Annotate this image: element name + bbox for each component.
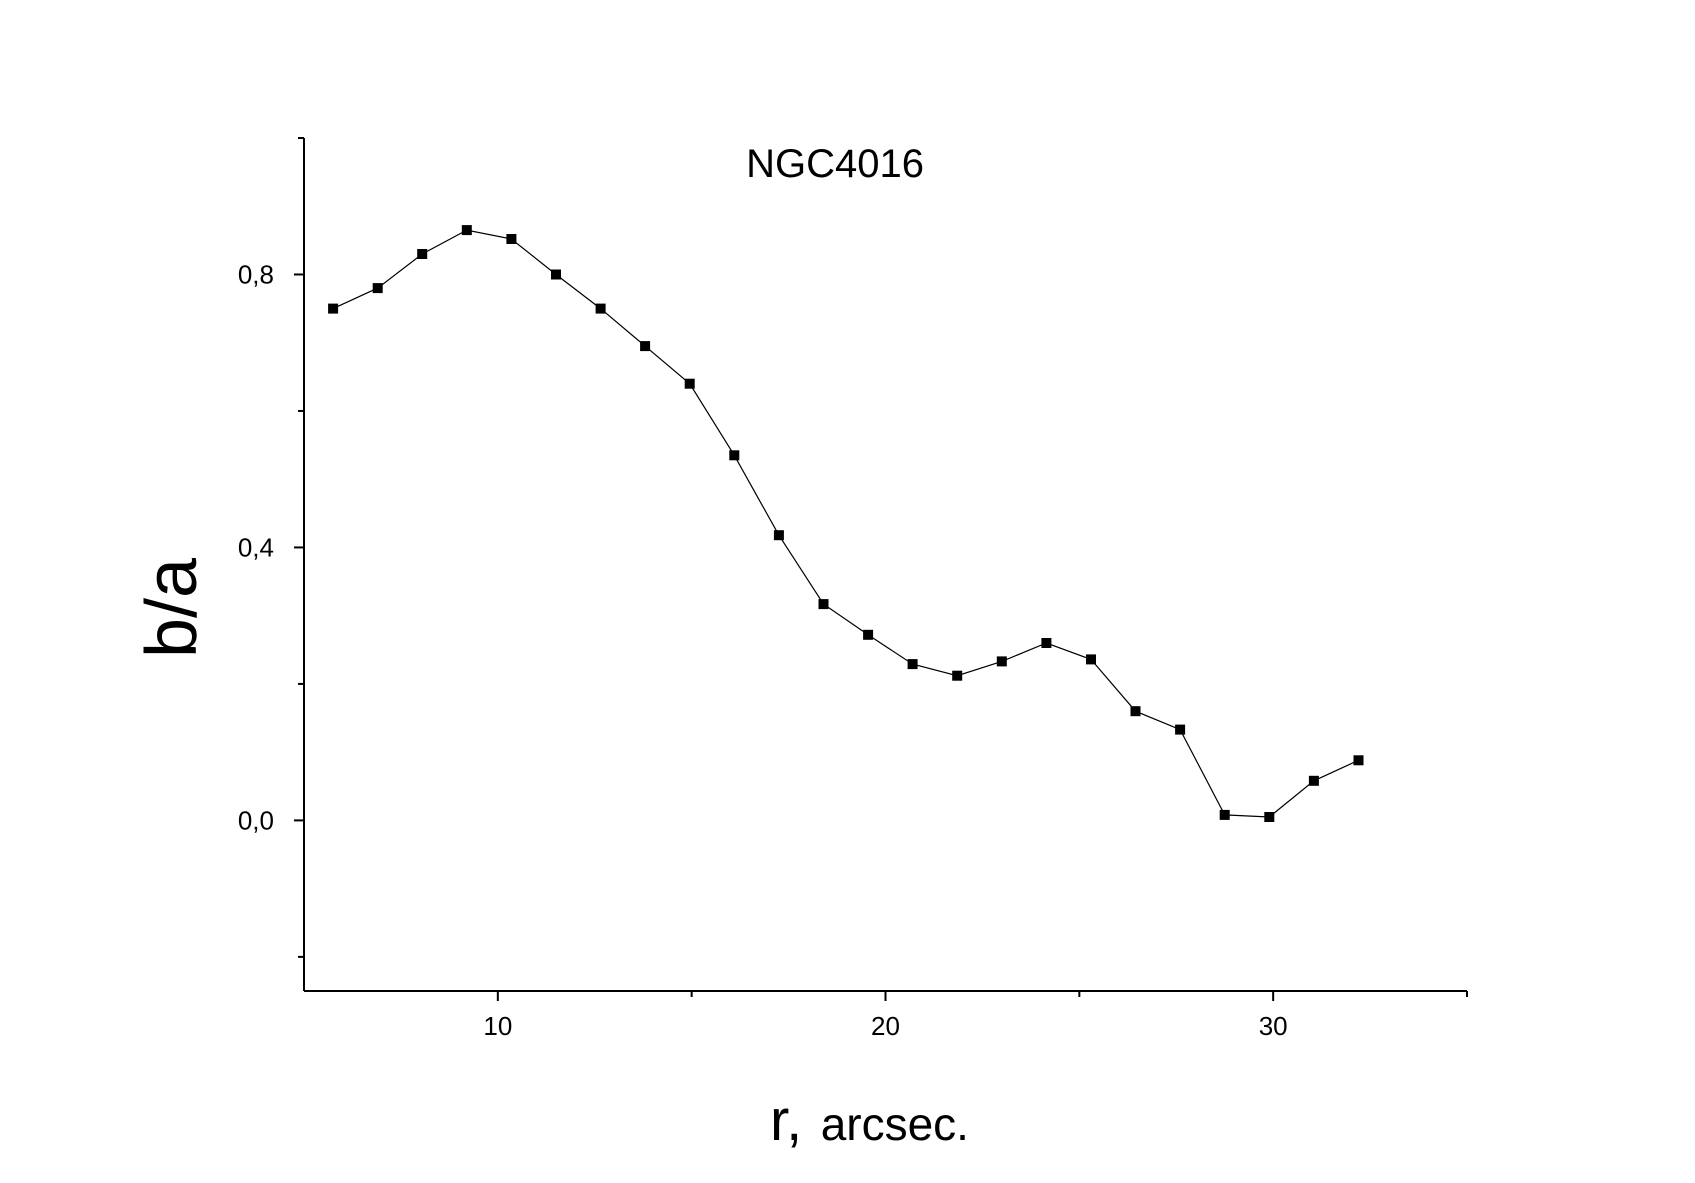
- data-point: [1175, 724, 1186, 735]
- chart-title: NGC4016: [746, 142, 924, 186]
- data-point: [1086, 654, 1096, 665]
- data-point: [1041, 638, 1052, 648]
- data-point: [640, 341, 651, 352]
- x-axis-label: r, arcsec.: [770, 1088, 969, 1153]
- x-axis-label-symbol: r,: [770, 1088, 802, 1153]
- data-point: [729, 450, 740, 461]
- y-tick-label: 0,8: [238, 259, 274, 289]
- data-point: [863, 629, 874, 640]
- x-axis-label-unit: arcsec.: [821, 1098, 969, 1150]
- data-point: [1308, 775, 1319, 786]
- x-tick-label: 20: [871, 1011, 900, 1041]
- data-point: [506, 234, 517, 244]
- data-point: [1130, 706, 1141, 717]
- y-tick-label: 0,0: [238, 805, 274, 835]
- y-ticks: 0,8 0,4 0,0: [238, 137, 304, 958]
- x-tick-label: 30: [1259, 1011, 1288, 1041]
- series-line: [332, 229, 1359, 818]
- series-markers: [328, 225, 1364, 822]
- data-point: [461, 225, 472, 236]
- data-point: [372, 283, 383, 294]
- data-point: [417, 249, 428, 259]
- data-point: [1353, 755, 1364, 766]
- data-point: [907, 659, 918, 670]
- data-point: [952, 670, 963, 681]
- data-point: [595, 303, 606, 314]
- data-point: [818, 599, 829, 610]
- data-point: [328, 303, 339, 314]
- data-point: [551, 269, 561, 280]
- data-point: [996, 656, 1007, 667]
- data-point: [1219, 809, 1230, 820]
- y-tick-label: 0,4: [238, 532, 274, 562]
- y-axis-label: b/a: [132, 557, 212, 658]
- x-ticks: 10 20 30: [483, 991, 1468, 1041]
- data-point: [684, 378, 695, 389]
- x-tick-label: 10: [483, 1011, 512, 1041]
- data-point: [773, 530, 784, 541]
- data-point: [1264, 812, 1275, 822]
